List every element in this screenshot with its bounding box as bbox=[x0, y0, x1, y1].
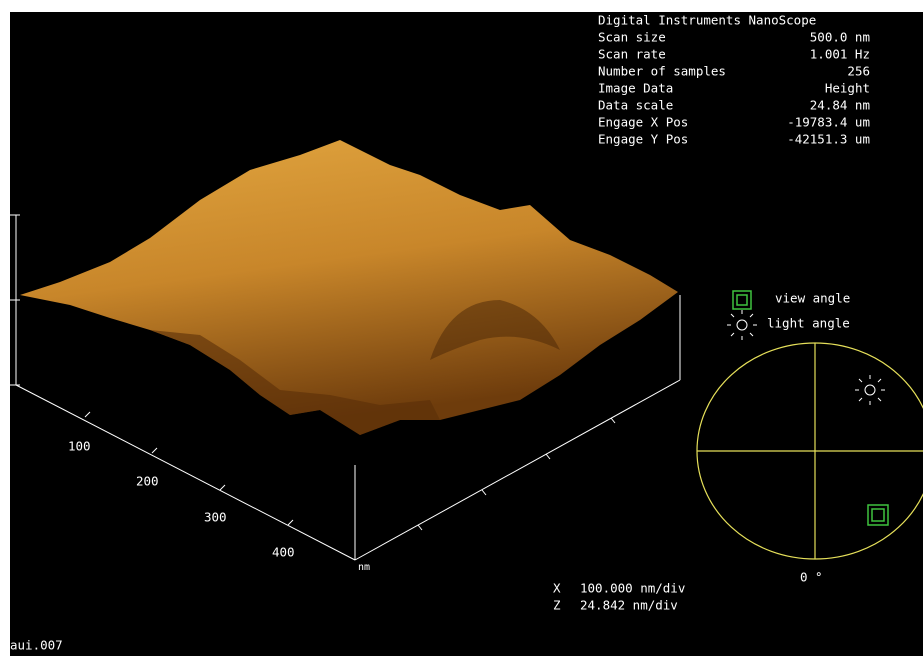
tick-label: 400 bbox=[272, 545, 295, 560]
scale-axis: X bbox=[553, 581, 561, 596]
axes bbox=[10, 214, 681, 561]
file-name: aui.007 bbox=[10, 638, 63, 653]
info-value: 256 bbox=[847, 64, 870, 79]
info-key: Image Data bbox=[598, 81, 673, 96]
surface-valley bbox=[430, 300, 560, 360]
surface bbox=[20, 140, 678, 435]
info-key: Engage X Pos bbox=[598, 115, 688, 130]
info-value: 24.84 nm bbox=[810, 98, 870, 113]
angle-dial: 0 ° bbox=[696, 342, 923, 585]
info-value: -19783.4 um bbox=[787, 115, 870, 130]
scale-value: 24.842 nm/div bbox=[580, 598, 678, 613]
legend: view angle light angle bbox=[727, 290, 850, 340]
scale-value: 100.000 nm/div bbox=[580, 581, 685, 596]
legend-view: view angle bbox=[775, 291, 850, 306]
info-key: Scan rate bbox=[598, 47, 666, 62]
info-value: 500.0 nm bbox=[810, 30, 870, 45]
tick-label: 200 bbox=[136, 474, 159, 489]
info-value: -42151.3 um bbox=[787, 132, 870, 147]
info-value: Height bbox=[825, 81, 870, 96]
info-key: Data scale bbox=[598, 98, 673, 113]
scale: X 100.000 nm/div Z 24.842 nm/div bbox=[553, 581, 685, 613]
tick-label: 300 bbox=[204, 510, 227, 525]
tick-label: 100 bbox=[68, 439, 91, 454]
info-key: Engage Y Pos bbox=[598, 132, 688, 147]
axis-unit: nm bbox=[358, 562, 370, 573]
info-key: Scan size bbox=[598, 30, 666, 45]
info-panel: Digital Instruments NanoScope bbox=[598, 13, 816, 28]
axis-ticks: 100 200 300 400 nm bbox=[68, 439, 370, 574]
info-value: 1.001 Hz bbox=[810, 47, 870, 62]
info-title: Digital Instruments NanoScope bbox=[598, 13, 816, 28]
surface-shadow bbox=[150, 330, 440, 435]
info-key: Number of samples bbox=[598, 64, 726, 79]
dial-label: 0 ° bbox=[800, 570, 823, 585]
scale-axis: Z bbox=[553, 598, 561, 613]
legend-light: light angle bbox=[767, 316, 850, 331]
